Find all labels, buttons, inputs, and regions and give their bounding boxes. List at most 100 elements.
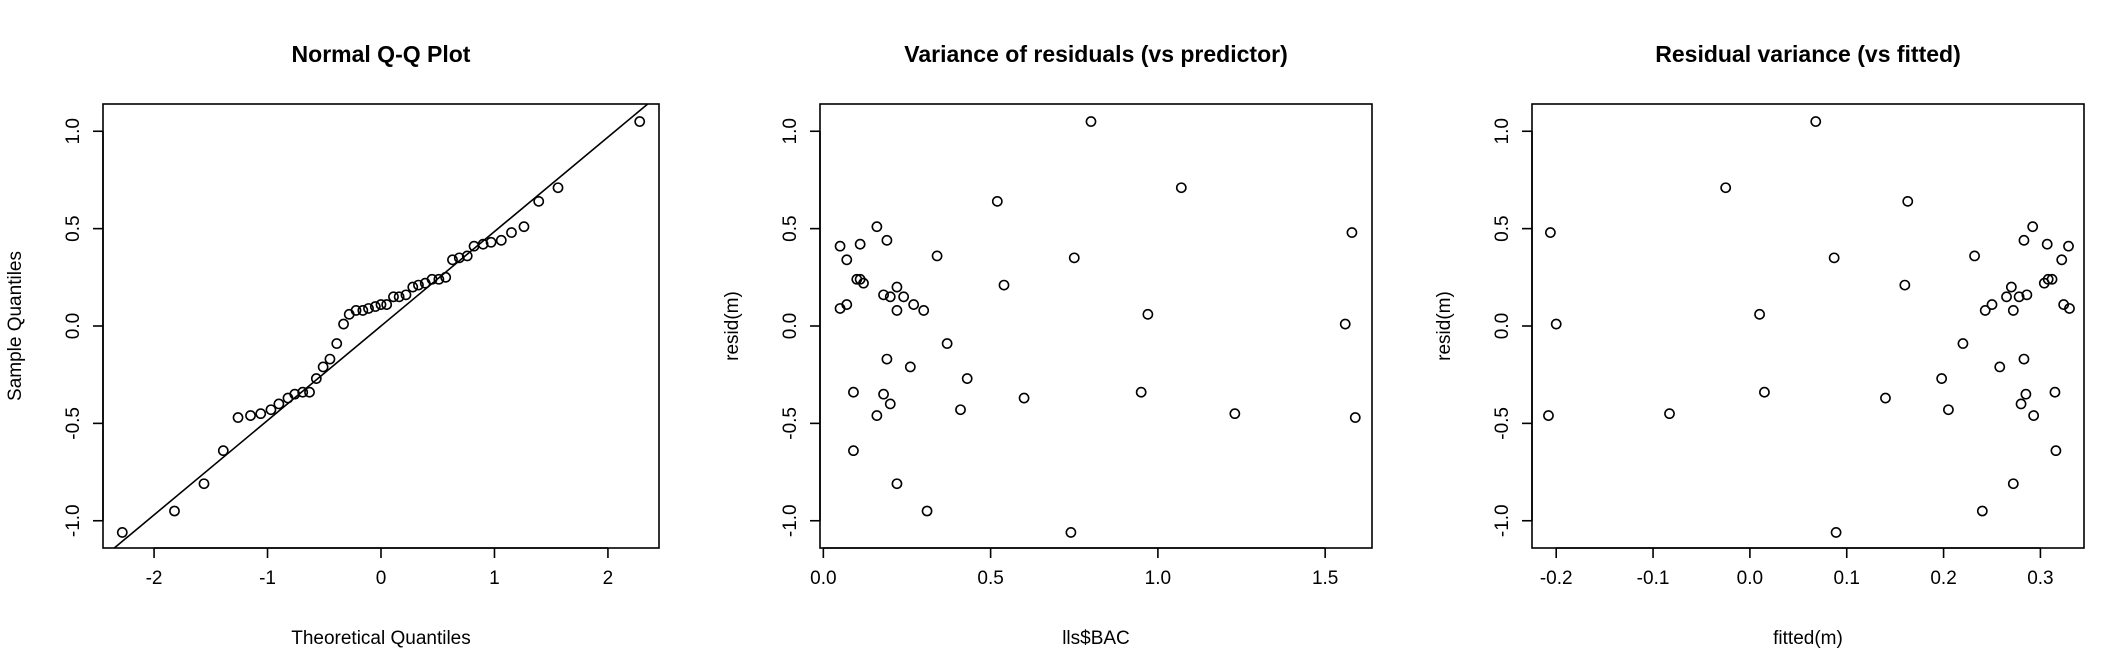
x-axis-label: Theoretical Quantiles — [291, 628, 471, 649]
data-point — [2007, 478, 2019, 490]
y-tick-label: 0.0 — [780, 313, 801, 339]
data-point — [841, 254, 853, 266]
data-point — [878, 289, 889, 301]
data-point — [1828, 252, 1840, 264]
x-tick-label: 0.0 — [810, 568, 836, 589]
data-point — [1899, 279, 1911, 291]
data-point — [232, 412, 244, 423]
data-point — [407, 281, 419, 293]
data-point — [1068, 252, 1080, 264]
y-tick-label: -0.5 — [1492, 407, 1513, 440]
data-point — [991, 195, 1003, 207]
data-point — [1545, 227, 1556, 238]
data-point — [931, 250, 943, 262]
data-point — [918, 305, 930, 316]
data-point — [350, 305, 362, 316]
data-point — [369, 301, 381, 312]
data-point — [1018, 392, 1030, 404]
data-point — [1936, 373, 1948, 384]
data-point — [2041, 238, 2053, 250]
data-point — [357, 305, 369, 316]
data-point — [2018, 234, 2030, 246]
plot-frame — [819, 103, 1373, 549]
x-tick-label: 0.1 — [1834, 568, 1860, 589]
data-point — [413, 279, 424, 291]
data-point — [1754, 308, 1765, 320]
data-point — [841, 299, 853, 310]
x-tick-label: 0.3 — [2027, 568, 2053, 589]
data-point — [324, 353, 336, 365]
data-point — [440, 271, 452, 283]
data-point — [1720, 182, 1732, 194]
y-tick-label: -0.5 — [780, 407, 801, 440]
y-tick-label: 0.5 — [780, 215, 801, 241]
x-tick-label: 0 — [376, 568, 387, 589]
data-point — [1142, 308, 1154, 320]
data-point — [1349, 412, 1361, 423]
data-point — [461, 250, 473, 262]
data-point — [255, 408, 267, 420]
y-axis-label: Sample Quantiles — [5, 251, 26, 401]
x-tick-label: 0.5 — [977, 568, 1003, 589]
data-point — [433, 273, 445, 285]
data-point — [871, 410, 883, 421]
y-tick-label: 1.0 — [63, 118, 84, 144]
x-tick-label: 2 — [603, 568, 614, 589]
x-tick-label: 0.2 — [1930, 568, 1956, 589]
data-point — [297, 386, 309, 398]
y-axis-label: resid(m) — [722, 291, 743, 361]
x-axis-label: fitted(m) — [1773, 628, 1843, 649]
data-point — [477, 238, 489, 250]
data-point — [1543, 410, 1554, 421]
data-point — [393, 291, 405, 303]
data-point — [2007, 305, 2019, 316]
data-point — [265, 404, 277, 416]
data-point — [317, 361, 329, 373]
data-point — [1085, 116, 1097, 127]
data-point — [506, 227, 517, 238]
data-point — [858, 277, 869, 289]
data-point — [304, 386, 315, 398]
y-tick-label: -1.0 — [63, 504, 84, 537]
data-point — [245, 410, 256, 421]
data-point — [1065, 527, 1077, 538]
data-point — [310, 373, 322, 384]
data-point — [1664, 408, 1675, 420]
x-tick-label: 1.0 — [1145, 568, 1171, 589]
data-point — [198, 478, 210, 490]
data-point — [941, 338, 953, 349]
data-point — [881, 234, 893, 246]
data-point — [2056, 254, 2068, 266]
y-axis-label: resid(m) — [1434, 291, 1455, 361]
x-axis-label: lls$BAC — [1062, 628, 1130, 649]
data-point — [634, 116, 646, 127]
data-point — [485, 236, 497, 248]
data-point — [2013, 291, 2025, 303]
data-point — [921, 505, 933, 517]
data-point — [1994, 361, 2006, 373]
x-tick-label: -1 — [259, 568, 276, 589]
data-point — [289, 388, 301, 400]
data-point — [552, 182, 564, 194]
data-point — [338, 318, 349, 330]
y-tick-label: -1.0 — [1492, 504, 1513, 537]
plot-panel-qq: Normal Q-Q Plot -2 -1 0 1 2 -1.0 -0.5 0.0 0.5 1.0 T… — [5, 41, 660, 649]
data-point — [871, 221, 883, 233]
data-point — [2042, 273, 2054, 285]
data-point — [891, 305, 903, 316]
chart-title: Variance of residuals (vs predictor) — [904, 41, 1287, 67]
data-point — [2050, 445, 2062, 457]
data-point — [2046, 273, 2058, 285]
x-tick-label: 1 — [489, 568, 500, 589]
data-point — [908, 299, 920, 310]
data-point — [1979, 305, 1991, 316]
data-point — [961, 373, 973, 384]
plot-frame — [1531, 103, 2085, 549]
data-point — [884, 398, 896, 410]
data-point — [881, 353, 893, 365]
data-point — [1976, 505, 1988, 517]
data-point — [1969, 250, 1980, 262]
data-point — [1810, 116, 1822, 127]
